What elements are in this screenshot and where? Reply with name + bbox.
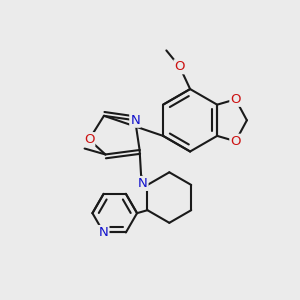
Text: N: N	[138, 177, 148, 190]
Text: O: O	[230, 93, 241, 106]
Text: O: O	[175, 60, 185, 73]
Text: O: O	[84, 133, 94, 146]
Text: N: N	[130, 114, 140, 127]
Text: N: N	[99, 226, 109, 239]
Text: O: O	[230, 135, 241, 148]
